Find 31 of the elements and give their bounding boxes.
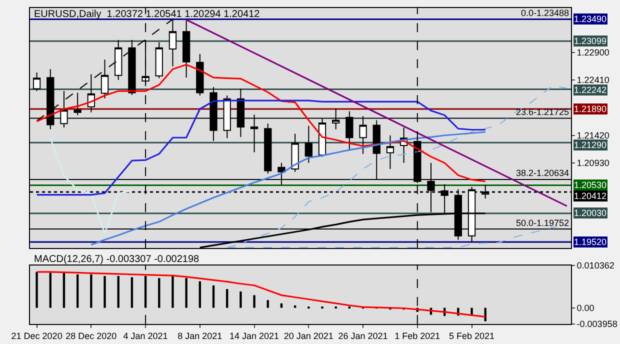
y-tick-label: 1.20930	[576, 158, 610, 168]
ref-line-label: 1.20530	[574, 180, 607, 190]
x-tick-label: 20 Jan 2021	[284, 330, 334, 341]
x-tick-label: 4 Jan 2021	[123, 330, 168, 341]
x-tick-label: 28 Dec 2020	[66, 330, 117, 341]
annotation: 50.0-1.19752	[516, 218, 570, 228]
x-tick-label: 14 Jan 2021	[230, 330, 280, 341]
ref-line-label: 1.21290	[574, 140, 607, 150]
ref-line-label: 1.21890	[574, 104, 607, 114]
y-tick-label: 0.00	[576, 302, 594, 313]
annotation: 0.0-1.23488	[521, 8, 570, 18]
x-tick-label: 5 Feb 2021	[448, 330, 495, 341]
x-tick-label: 1 Feb 2021	[394, 330, 440, 341]
y-tick-label: 1.22900	[576, 47, 610, 58]
ref-line-label: 1.23490	[574, 14, 607, 24]
x-tick-label: 26 Jan 2021	[338, 330, 388, 341]
y-tick-label: 1.21420	[576, 130, 610, 141]
ref-line-label: 1.19520	[574, 237, 607, 247]
x-tick-label: 21 Dec 2020	[11, 330, 62, 341]
y-tick-label: 1.22410	[576, 74, 610, 85]
y-tick-label: -0.003958	[576, 319, 618, 330]
annotation: 23.6-1.21725	[516, 107, 570, 117]
ref-line-label: 1.20412	[574, 191, 607, 201]
annotation: 38.2-1.20634	[516, 168, 570, 178]
x-tick-label: 8 Jan 2021	[178, 330, 222, 341]
chart-title: MACD(12,26,7) -0.003307 -0.002198	[34, 254, 200, 265]
chart-title: EURUSD,Daily 1.20372 1.20541 1.20294 1.20412	[34, 9, 260, 20]
y-tick-label: 0.010362	[576, 260, 614, 271]
ref-line-label: 1.20030	[574, 208, 607, 218]
ref-line-label: 1.22242	[574, 85, 607, 95]
ref-line-label: 1.23099	[574, 36, 607, 46]
